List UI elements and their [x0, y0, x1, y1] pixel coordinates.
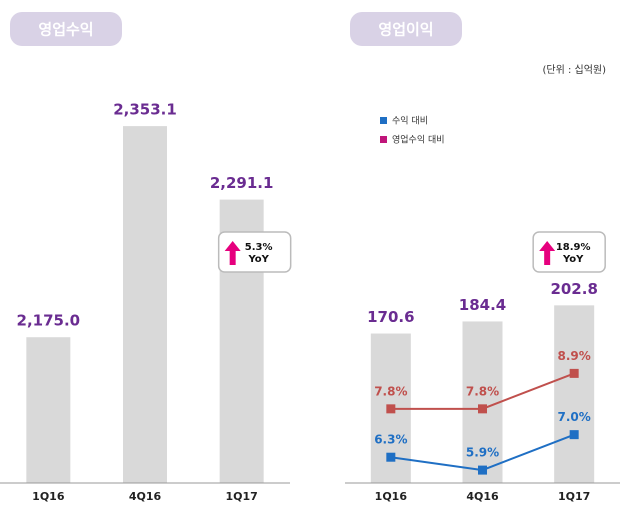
bar-value-label: 2,353.1	[113, 101, 177, 119]
line-marker	[569, 430, 579, 440]
x-tick-label: 4Q16	[466, 490, 499, 503]
bar-value-label: 2,175.0	[17, 312, 81, 330]
x-tick-label: 1Q17	[558, 490, 590, 503]
yoy-badge	[532, 231, 606, 273]
bar-value-label: 202.8	[550, 280, 597, 298]
legend-label: 영업수익 대비	[392, 134, 445, 146]
line-marker	[478, 404, 487, 414]
line-value-label: 7.8%	[374, 384, 407, 398]
line-value-label: 8.9%	[558, 349, 591, 363]
bar	[123, 126, 167, 483]
x-tick-label: 1Q16	[375, 490, 408, 503]
line-marker	[386, 452, 396, 462]
x-tick-label: 1Q17	[226, 490, 258, 503]
line-marker	[386, 404, 396, 414]
chart-title: 영업수익	[38, 21, 93, 39]
bar-value-label: 184.4	[459, 296, 506, 314]
x-tick-label: 4Q16	[129, 490, 162, 503]
yoy-label: YoY	[562, 254, 584, 265]
yoy-arrow	[224, 241, 241, 265]
bar-value-label: 2,291.1	[210, 174, 274, 192]
title-pill	[350, 12, 462, 46]
title-pill	[10, 12, 122, 46]
line-marker	[569, 368, 579, 378]
yoy-arrow	[539, 241, 556, 265]
legend-swatch	[380, 117, 387, 124]
yoy-value: 18.9%	[556, 242, 591, 253]
bar	[554, 305, 595, 483]
bar	[462, 321, 503, 483]
bar-value-label: 170.6	[367, 308, 414, 326]
line-value-label: 6.3%	[374, 433, 407, 447]
yoy-value: 5.3%	[245, 242, 273, 253]
line-value-label: 7.0%	[558, 410, 591, 424]
x-tick-label: 1Q16	[32, 490, 65, 503]
line-marker	[478, 465, 487, 475]
line-value-label: 7.8%	[466, 384, 499, 398]
bar	[26, 337, 71, 483]
chart-title: 영업이익	[378, 21, 433, 39]
legend-label: 수익 대비	[392, 115, 428, 127]
line-value-label: 5.9%	[466, 446, 499, 460]
unit-note: (단위 : 십억원)	[542, 63, 606, 76]
yoy-label: YoY	[247, 254, 269, 265]
legend-swatch	[380, 136, 387, 143]
yoy-badge	[217, 231, 292, 273]
